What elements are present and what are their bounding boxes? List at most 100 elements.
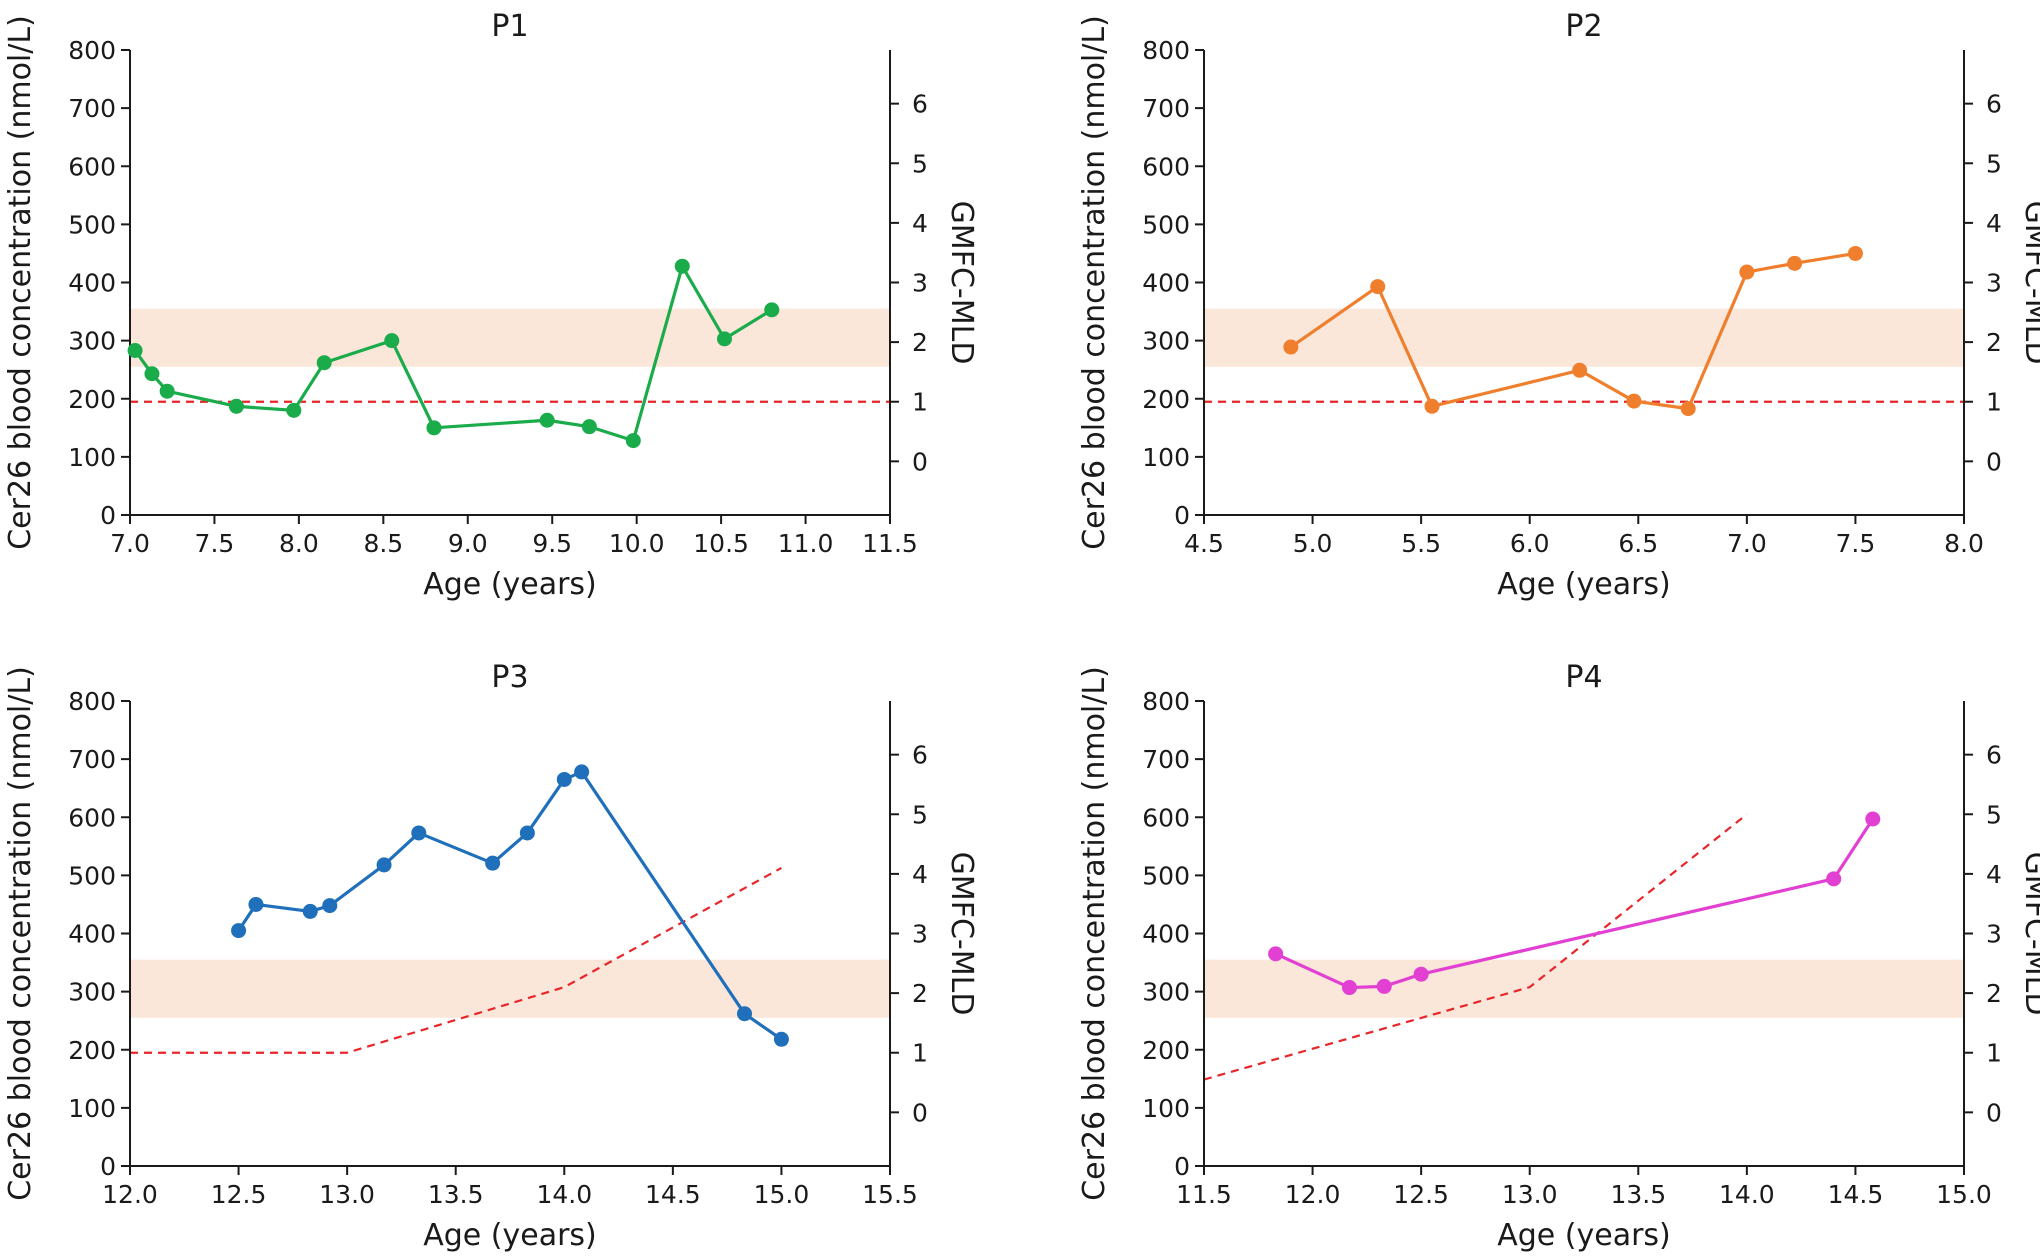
y-tick-label: 500 — [1142, 210, 1190, 239]
reference-band — [1204, 959, 1964, 1018]
x-tick-label: 12.0 — [1285, 1180, 1341, 1209]
y-tick-label: 100 — [68, 1094, 116, 1123]
y2-tick-label: 1 — [912, 1039, 928, 1068]
x-tick-label: 7.0 — [110, 529, 150, 558]
y2-tick-label: 3 — [912, 920, 928, 949]
x-tick-label: 12.5 — [1393, 1180, 1449, 1209]
x-tick-label: 11.5 — [862, 529, 918, 558]
data-point — [1680, 401, 1696, 417]
data-point — [1341, 980, 1357, 996]
data-point — [376, 857, 392, 873]
data-point — [581, 419, 597, 435]
y2-tick-label: 5 — [912, 149, 928, 178]
y2-axis-title: GMFC-MLD — [2018, 201, 2040, 365]
x-tick-label: 14.0 — [1719, 1180, 1775, 1209]
y-tick-label: 700 — [1142, 745, 1190, 774]
series-line — [237, 770, 783, 1041]
y-axis-title: Cer26 blood concentration (nmol/L) — [1077, 666, 1112, 1201]
data-point — [539, 412, 555, 428]
x-tick-label: 5.0 — [1293, 529, 1333, 558]
data-point — [625, 433, 641, 449]
x-tick-label: 10.5 — [693, 529, 749, 558]
data-point — [1787, 255, 1803, 271]
y-axis-title: Cer26 blood concentration (nmol/L) — [1077, 15, 1112, 550]
panel-title: P1 — [491, 9, 528, 44]
y2-tick-label: 6 — [912, 741, 928, 770]
y-tick-label: 600 — [1142, 152, 1190, 181]
x-tick-label: 5.5 — [1401, 529, 1441, 558]
y-tick-label: 0 — [1174, 501, 1190, 530]
y-tick-label: 0 — [1174, 1152, 1190, 1181]
data-point — [231, 923, 247, 939]
y-tick-label: 700 — [68, 94, 116, 123]
x-tick-label: 13.5 — [428, 1180, 484, 1209]
y2-tick-label: 4 — [912, 860, 928, 889]
x-tick-label: 12.0 — [102, 1180, 158, 1209]
y-tick-label: 200 — [1142, 1036, 1190, 1065]
y-tick-label: 300 — [1142, 978, 1190, 1007]
reference-band — [1204, 308, 1964, 367]
x-tick-label: 8.0 — [1944, 529, 1984, 558]
y-tick-label: 500 — [68, 861, 116, 890]
data-point — [316, 355, 332, 371]
y-tick-label: 800 — [68, 36, 116, 65]
y-tick-label: 100 — [1142, 1094, 1190, 1123]
y-tick-label: 0 — [100, 501, 116, 530]
data-point — [485, 855, 501, 871]
x-tick-label: 13.5 — [1610, 1180, 1666, 1209]
panel-title: P2 — [1565, 9, 1602, 44]
y2-tick-label: 0 — [912, 447, 928, 476]
y2-tick-label: 4 — [1986, 860, 2002, 889]
y-tick-label: 300 — [68, 978, 116, 1007]
x-tick-label: 14.0 — [536, 1180, 592, 1209]
y-tick-label: 400 — [68, 920, 116, 949]
x-tick-label: 7.0 — [1727, 529, 1767, 558]
y-tick-label: 800 — [1142, 36, 1190, 65]
x-axis-title: Age (years) — [1497, 1218, 1671, 1253]
data-point — [1376, 978, 1392, 994]
x-tick-label: 15.0 — [1936, 1180, 1992, 1209]
data-point — [737, 1006, 753, 1022]
x-axis-title: Age (years) — [1497, 567, 1671, 602]
y-tick-label: 600 — [68, 152, 116, 181]
y2-tick-label: 1 — [1986, 1039, 2002, 1068]
data-point — [411, 825, 427, 841]
y-tick-label: 800 — [68, 687, 116, 716]
data-point — [716, 331, 732, 347]
chart-panel: 0 100 200 300 400 500 600 700 800 0 1 2 3 4 5 6 12.0 12.5… — [3, 660, 979, 1253]
x-tick-label: 14.5 — [1828, 1180, 1884, 1209]
data-point — [322, 898, 338, 914]
data-point — [1847, 245, 1863, 261]
y-tick-label: 600 — [1142, 803, 1190, 832]
y-tick-label: 600 — [68, 803, 116, 832]
y-tick-label: 500 — [1142, 861, 1190, 890]
y-tick-label: 0 — [100, 1152, 116, 1181]
data-point — [1268, 946, 1284, 962]
y-tick-label: 200 — [1142, 385, 1190, 414]
x-tick-label: 10.0 — [609, 529, 665, 558]
data-point — [228, 398, 244, 414]
reference-band — [130, 959, 890, 1018]
y2-axis-title: GMFC-MLD — [2018, 852, 2040, 1016]
y-axis-title: Cer26 blood concentration (nmol/L) — [3, 666, 38, 1201]
y2-tick-label: 1 — [1986, 388, 2002, 417]
series-line — [1274, 818, 1875, 990]
x-tick-label: 14.5 — [645, 1180, 701, 1209]
x-tick-label: 8.0 — [279, 529, 319, 558]
chart-panel: 0 100 200 300 400 500 600 700 800 0 1 2 3 4 5 6 7.0 7.5 8.… — [3, 9, 979, 602]
y-tick-label: 200 — [68, 1036, 116, 1065]
y2-tick-label: 5 — [1986, 149, 2002, 178]
x-tick-label: 13.0 — [319, 1180, 375, 1209]
x-tick-label: 15.5 — [862, 1180, 918, 1209]
data-point — [426, 420, 442, 436]
x-tick-label: 9.5 — [532, 529, 572, 558]
data-point — [1865, 811, 1881, 827]
data-point — [773, 1031, 789, 1047]
y2-tick-label: 6 — [1986, 90, 2002, 119]
x-axis-title: Age (years) — [423, 1218, 597, 1253]
chart-panel: 0 100 200 300 400 500 600 700 800 0 1 2 3 4 5 6 11.5 12.0… — [1077, 660, 2040, 1253]
y2-tick-label: 5 — [1986, 800, 2002, 829]
y2-tick-label: 0 — [1986, 447, 2002, 476]
y2-tick-label: 4 — [1986, 209, 2002, 238]
